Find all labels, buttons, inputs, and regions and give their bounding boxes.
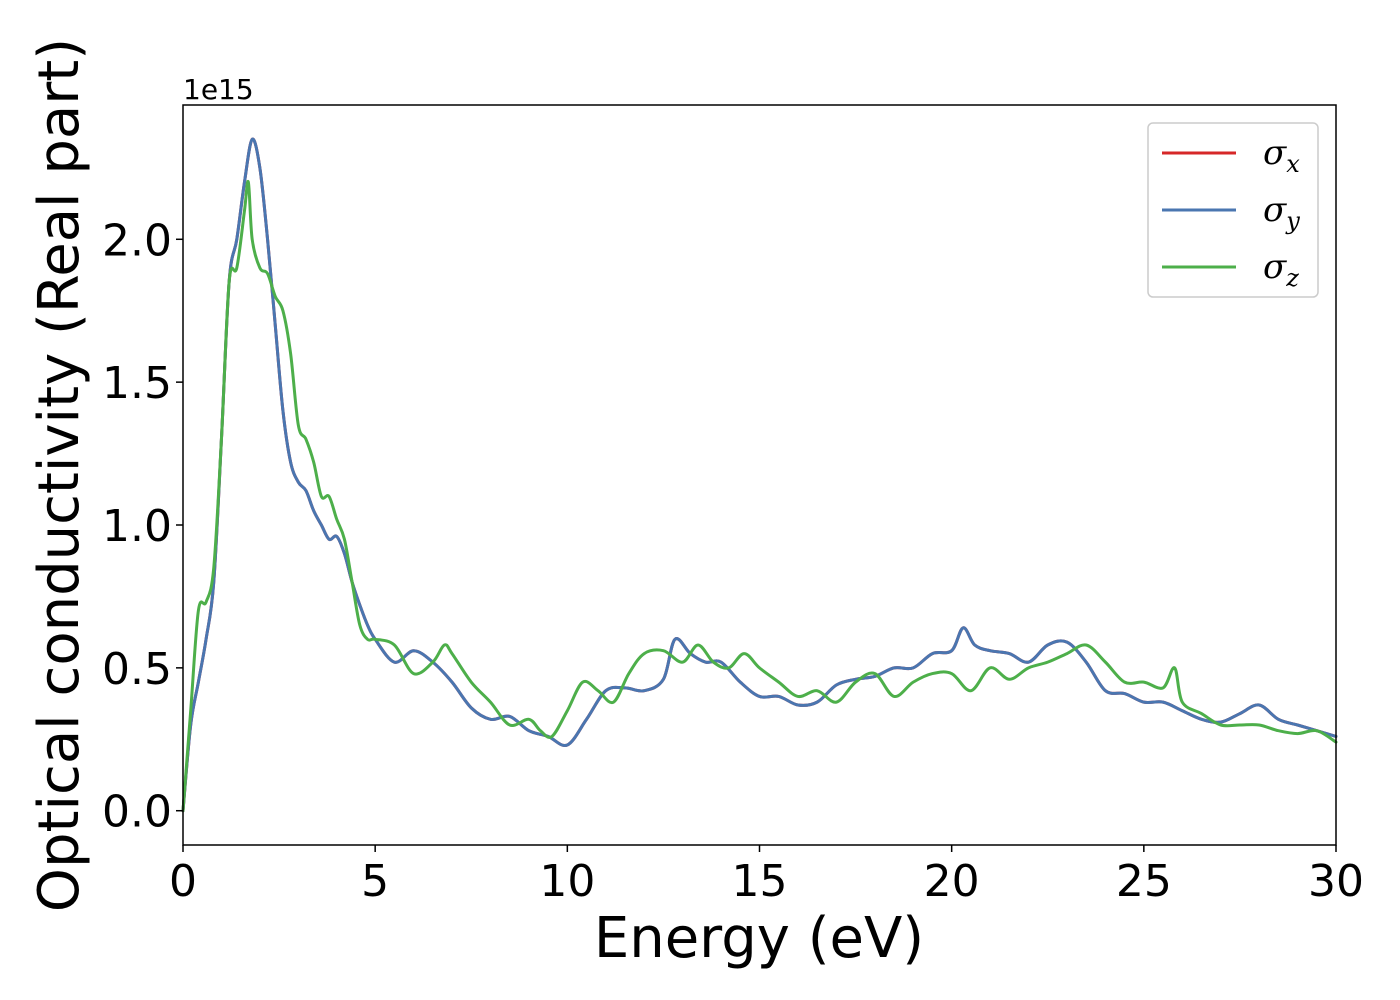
x-tick-label: 10 xyxy=(539,856,595,907)
y-tick-label: 2.0 xyxy=(102,215,172,266)
y-tick-label: 1.0 xyxy=(102,501,172,552)
y-offset-label: 1e15 xyxy=(183,73,254,106)
x-tick-label: 20 xyxy=(924,856,980,907)
x-tick-label: 0 xyxy=(169,856,197,907)
legend-label-x: σx xyxy=(1263,133,1300,178)
y-tick-label: 0.0 xyxy=(102,787,172,838)
y-tick-label: 0.5 xyxy=(102,644,172,695)
series-line-sigma-y xyxy=(181,137,1338,813)
x-axis-title: Energy (eV) xyxy=(594,906,924,971)
ticks-layer: 0 5 10 15 20 25 30 0.0 0.5 1.0 1.5 2.0 xyxy=(102,215,1364,907)
y-axis-title: Optical conductivity (Real part) xyxy=(27,38,92,912)
series-layer xyxy=(181,137,1338,813)
legend-label-y: σy xyxy=(1263,190,1300,235)
y-tick-label: 1.5 xyxy=(102,358,172,409)
series-line-sigma-z xyxy=(181,179,1338,813)
x-tick-label: 5 xyxy=(361,856,389,907)
x-tick-label: 15 xyxy=(732,856,788,907)
x-tick-label: 30 xyxy=(1308,856,1364,907)
x-tick-label: 25 xyxy=(1116,856,1172,907)
